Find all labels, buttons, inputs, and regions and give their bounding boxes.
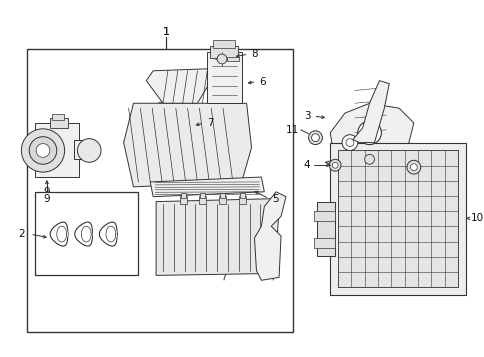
Text: 4: 4 (303, 160, 310, 170)
Text: 2: 2 (18, 229, 25, 239)
Text: 1: 1 (162, 27, 169, 37)
Circle shape (364, 154, 374, 164)
Text: 3: 3 (303, 111, 310, 121)
Circle shape (329, 159, 340, 171)
Polygon shape (156, 198, 278, 275)
Circle shape (345, 139, 353, 146)
Polygon shape (138, 98, 207, 167)
Polygon shape (352, 81, 389, 142)
Bar (35, 192, 138, 275)
Bar (207, 52, 241, 103)
Circle shape (363, 127, 375, 139)
Bar (227, 57, 238, 61)
Bar (75, 140, 94, 159)
Bar (180, 196, 186, 203)
Text: 11: 11 (285, 125, 298, 135)
Bar (313, 238, 334, 248)
Bar (181, 193, 185, 198)
Text: 1: 1 (162, 27, 169, 37)
Text: 5: 5 (272, 193, 278, 203)
Bar (219, 196, 226, 203)
Bar (313, 211, 334, 221)
Bar (239, 193, 244, 198)
Circle shape (341, 135, 357, 150)
Circle shape (409, 164, 416, 171)
Polygon shape (123, 103, 251, 187)
Bar (213, 40, 234, 48)
Bar (35, 123, 79, 177)
Circle shape (311, 134, 319, 142)
Bar (27, 49, 292, 332)
Polygon shape (254, 192, 286, 280)
Polygon shape (330, 103, 413, 162)
Bar (50, 118, 67, 128)
Bar (199, 196, 206, 203)
Text: 7: 7 (207, 118, 213, 128)
Circle shape (357, 121, 380, 145)
Circle shape (217, 54, 227, 64)
Text: 10: 10 (470, 213, 483, 223)
Text: 8: 8 (251, 49, 257, 59)
Text: 9: 9 (44, 187, 50, 197)
Bar (210, 46, 237, 58)
Circle shape (332, 162, 337, 168)
Text: 6: 6 (259, 77, 266, 87)
Polygon shape (146, 69, 212, 103)
Bar (220, 193, 225, 198)
Bar (238, 196, 245, 203)
Bar (317, 202, 334, 256)
Polygon shape (150, 177, 264, 197)
Circle shape (36, 144, 50, 157)
Circle shape (29, 137, 57, 164)
Polygon shape (325, 157, 408, 177)
Bar (52, 114, 63, 120)
Circle shape (21, 129, 64, 172)
Bar (337, 150, 457, 287)
Bar (200, 193, 205, 198)
Bar (330, 142, 465, 295)
Circle shape (406, 160, 420, 174)
Circle shape (308, 131, 322, 145)
Circle shape (77, 139, 101, 162)
Text: 9: 9 (44, 193, 50, 203)
